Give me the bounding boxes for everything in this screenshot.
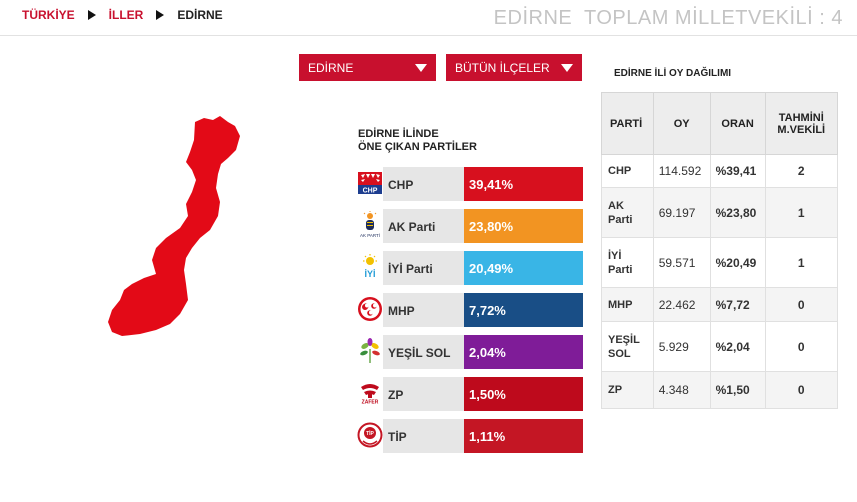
cell-seats: 2: [764, 154, 839, 188]
breadcrumb: TÜRKİYE İLLER EDİRNE: [22, 8, 223, 22]
party-percent-bar: 39,41%: [464, 167, 583, 201]
cell-party: YEŞİL SOL: [601, 321, 654, 372]
party-percent-bar: 7,72%: [464, 293, 583, 327]
party-percent-bar: 2,04%: [464, 335, 583, 369]
party-percent-bar: 20,49%: [464, 251, 583, 285]
cell-party: AK Parti: [601, 187, 654, 238]
header-seats: TAHMİNİ M.VEKİLİ: [764, 92, 839, 155]
breadcrumb-turkiye-link[interactable]: TÜRKİYE: [22, 8, 75, 22]
breadcrumb-current: EDİRNE: [177, 8, 223, 22]
edirne-province-shape[interactable]: [108, 116, 240, 336]
cell-seats: 0: [764, 371, 839, 409]
page-title-text: EDİRNE TOPLAM MİLLETVEKİLİ : 4: [493, 7, 843, 29]
page-title: EDİRNE TOPLAM MİLLETVEKİLİ : 4: [494, 7, 843, 30]
party-name: AK Parti: [383, 209, 464, 243]
svg-text:ZAFER: ZAFER: [362, 400, 379, 406]
parties-section-title: EDİRNE İLİNDE ÖNE ÇIKAN PARTİLER: [358, 128, 477, 154]
cell-seats: 1: [764, 237, 839, 288]
cell-votes: 22.462: [652, 287, 711, 322]
akparti-logo-icon: AK PARTİ: [360, 211, 380, 238]
header-seats-line1: TAHMİNİ: [778, 111, 824, 124]
district-dropdown[interactable]: BÜTÜN İLÇELER: [446, 54, 582, 81]
party-name: İYİ Parti: [383, 251, 464, 285]
party-row-akparti[interactable]: AK PARTİ AK Parti 23,80%: [357, 209, 583, 243]
cell-votes: 4.348: [652, 371, 711, 409]
province-dropdown-value: EDİRNE: [308, 61, 354, 75]
table-row: CHP 114.592 %39,41 2: [601, 154, 839, 188]
yesil-sol-logo-icon: [360, 338, 380, 363]
table-row: İYİ Parti 59.571 %20,49 1: [601, 237, 839, 288]
header-votes: OY: [652, 92, 711, 155]
parties-title-line2: ÖNE ÇIKAN PARTİLER: [358, 141, 477, 153]
cell-party: CHP: [601, 154, 654, 188]
party-row-mhp[interactable]: MHP 7,72%: [357, 293, 583, 327]
header-ratio: ORAN: [709, 92, 766, 155]
table-row: MHP 22.462 %7,72 0: [601, 287, 839, 322]
parties-title-line1: EDİRNE İLİNDE: [358, 128, 439, 140]
province-dropdown[interactable]: EDİRNE: [299, 54, 436, 81]
cell-party: MHP: [601, 287, 654, 322]
svg-text:AK PARTİ: AK PARTİ: [360, 232, 380, 238]
cell-ratio: %7,72: [709, 287, 766, 322]
party-percent-bar: 23,80%: [464, 209, 583, 243]
chevron-down-icon: [415, 64, 427, 72]
cell-party: ZP: [601, 371, 654, 409]
table-row: YEŞİL SOL 5.929 %2,04 0: [601, 321, 839, 372]
svg-text:İYİ: İYİ: [364, 269, 375, 279]
cell-seats: 1: [764, 187, 839, 238]
breadcrumb-arrow-icon: [87, 10, 96, 20]
party-name: CHP: [383, 167, 464, 201]
party-name: MHP: [383, 293, 464, 327]
header-party: PARTİ: [601, 92, 654, 155]
svg-text:TİP: TİP: [366, 430, 374, 437]
cell-party: İYİ Parti: [601, 237, 654, 288]
results-table: PARTİ OY ORAN TAHMİNİ M.VEKİLİ CHP 114.5…: [601, 92, 839, 409]
results-table-title: EDİRNE İLİ OY DAĞILIMI: [614, 68, 732, 79]
tip-logo-icon: TİP: [357, 422, 383, 448]
cell-seats: 0: [764, 321, 839, 372]
header-seats-line2: M.VEKİLİ: [777, 123, 826, 136]
party-row-zp[interactable]: ZAFER ZP 1,50%: [357, 377, 583, 411]
cell-votes: 69.197: [652, 187, 711, 238]
party-percent-bar: 1,50%: [464, 377, 583, 411]
cell-votes: 59.571: [652, 237, 711, 288]
cell-ratio: %23,80: [709, 187, 766, 238]
party-name: TİP: [383, 419, 464, 453]
cell-ratio: %2,04: [709, 321, 766, 372]
chevron-down-icon: [561, 64, 573, 72]
mhp-logo-icon: [358, 297, 382, 321]
top-bar: TÜRKİYE İLLER EDİRNE EDİRNE TOPLAM MİLLE…: [0, 0, 857, 36]
chp-logo-icon: CHP: [358, 172, 382, 195]
zafer-logo-icon: ZAFER: [359, 384, 381, 406]
table-row: AK Parti 69.197 %23,80 1: [601, 187, 839, 238]
cell-votes: 114.592: [652, 154, 711, 188]
breadcrumb-iller-link[interactable]: İLLER: [108, 8, 144, 22]
province-map[interactable]: [100, 110, 250, 350]
party-row-chp[interactable]: CHP CHP 39,41%: [357, 167, 583, 201]
svg-text:CHP: CHP: [363, 188, 378, 195]
cell-ratio: %20,49: [709, 237, 766, 288]
party-percent-bar: 1,11%: [464, 419, 583, 453]
cell-ratio: %1,50: [709, 371, 766, 409]
district-dropdown-value: BÜTÜN İLÇELER: [455, 61, 550, 75]
iyi-parti-logo-icon: İYİ: [363, 254, 377, 279]
table-row: ZP 4.348 %1,50 0: [601, 371, 839, 409]
party-name: ZP: [383, 377, 464, 411]
table-header-row: PARTİ OY ORAN TAHMİNİ M.VEKİLİ: [601, 92, 839, 155]
cell-votes: 5.929: [652, 321, 711, 372]
party-row-yesilsol[interactable]: YEŞİL SOL 2,04%: [357, 335, 583, 369]
breadcrumb-arrow-icon: [156, 10, 165, 20]
party-row-iyi[interactable]: İYİ İYİ Parti 20,49%: [357, 251, 583, 285]
cell-seats: 0: [764, 287, 839, 322]
party-row-tip[interactable]: TİP TİP 1,11%: [357, 419, 583, 453]
cell-ratio: %39,41: [709, 154, 766, 188]
party-name: YEŞİL SOL: [383, 335, 464, 369]
